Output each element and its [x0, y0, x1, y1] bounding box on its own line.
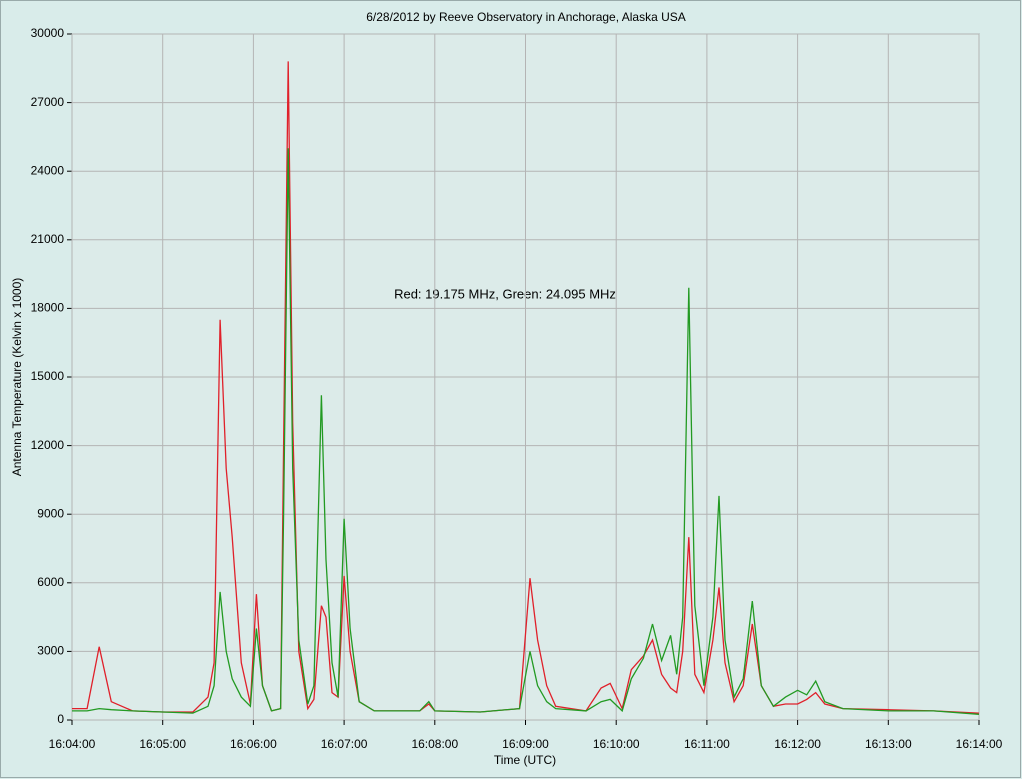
annotation: Red: 19.175 MHz, Green: 24.095 MHz — [394, 286, 616, 301]
x-tick-label: 16:07:00 — [321, 737, 368, 751]
x-tick-label: 16:04:00 — [49, 737, 96, 751]
y-axis-label: Antenna Temperature (Kelvin x 1000) — [10, 278, 24, 477]
x-tick-label: 16:13:00 — [865, 737, 912, 751]
y-tick-label: 9000 — [37, 506, 64, 520]
chart-title: 6/28/2012 by Reeve Observatory in Anchor… — [366, 10, 686, 24]
y-tick-label: 3000 — [37, 644, 64, 658]
y-tick-label: 30000 — [31, 26, 65, 40]
y-tick-label: 27000 — [31, 95, 65, 109]
y-tick-label: 18000 — [31, 301, 65, 315]
y-tick-label: 0 — [57, 712, 64, 726]
y-tick-label: 21000 — [31, 232, 65, 246]
series-line — [72, 148, 980, 715]
x-axis-label: Time (UTC) — [494, 753, 556, 767]
y-tick-label: 12000 — [31, 438, 65, 452]
x-tick-label: 16:08:00 — [411, 737, 458, 751]
y-tick-label: 24000 — [31, 163, 65, 177]
x-tick-label: 16:09:00 — [502, 737, 549, 751]
x-tick-label: 16:05:00 — [139, 737, 186, 751]
y-tick-label: 15000 — [31, 369, 65, 383]
x-tick-label: 16:11:00 — [684, 737, 730, 751]
x-tick-label: 16:14:00 — [956, 737, 1003, 751]
x-tick-label: 16:06:00 — [230, 737, 277, 751]
x-tick-label: 16:10:00 — [593, 737, 640, 751]
x-tick-label: 16:12:00 — [774, 737, 821, 751]
y-tick-label: 6000 — [37, 575, 64, 589]
